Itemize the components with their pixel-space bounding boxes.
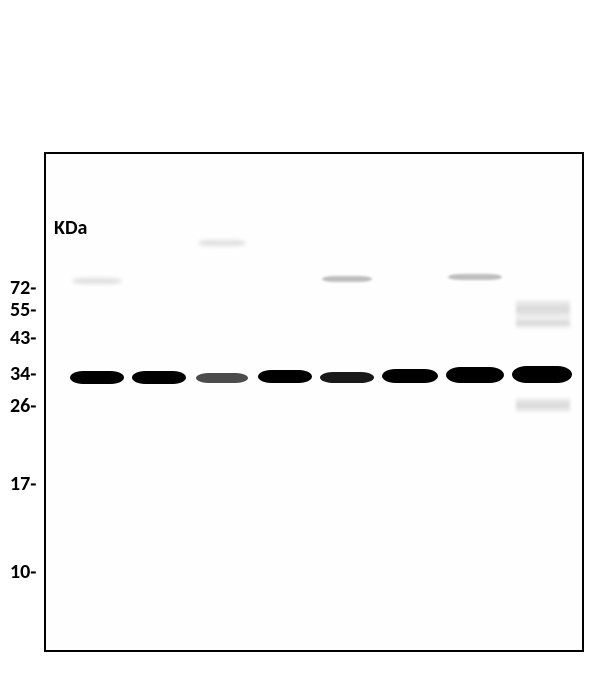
band-main-a549 [132, 371, 186, 384]
band-main-ratbrain [512, 366, 572, 383]
marker-43: 43- [10, 326, 36, 350]
kda-unit-label: KDa [54, 216, 87, 240]
marker-34: 34- [10, 362, 36, 386]
marker-26: 26- [10, 394, 36, 418]
band-faint-cos7-high [198, 240, 246, 246]
band-faint-hela-72 [72, 278, 122, 284]
western-blot-figure: Hela A549 COS-7 Raji Caco-2 Jurkat mouse… [0, 0, 600, 674]
blot-frame [44, 152, 584, 652]
smear-ratbrain-50 [516, 318, 570, 328]
smear-ratbrain-55 [516, 300, 570, 318]
band-main-caco2 [320, 372, 374, 383]
band-faint-mousebrain-72 [448, 274, 502, 280]
smear-ratbrain-26 [516, 398, 570, 412]
marker-17: 17- [10, 472, 36, 496]
band-main-jurkat [382, 369, 438, 383]
band-main-raji [258, 370, 312, 383]
marker-55: 55- [10, 298, 36, 322]
band-faint-caco2-72 [322, 276, 372, 282]
marker-72: 72- [10, 276, 36, 300]
band-main-cos7 [196, 373, 248, 383]
band-main-mousebrain [446, 367, 504, 383]
lane-labels-container: Hela A549 COS-7 Raji Caco-2 Jurkat mouse… [0, 0, 600, 170]
band-main-hela [70, 371, 124, 384]
marker-10: 10- [10, 560, 36, 584]
